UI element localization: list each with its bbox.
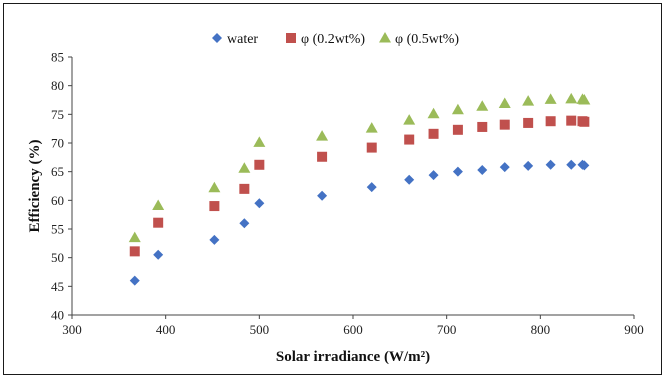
series-diamond (129, 159, 590, 286)
data-point (153, 249, 164, 260)
data-point (545, 116, 556, 127)
data-point (427, 107, 440, 119)
data-point (316, 130, 329, 141)
data-point (545, 159, 556, 170)
y-tick-label: 50 (51, 250, 64, 265)
data-point (428, 170, 439, 181)
data-point (477, 121, 488, 132)
data-point (428, 128, 439, 139)
data-points (128, 92, 591, 286)
y-tick-label: 85 (51, 50, 64, 65)
series-triangle (128, 92, 591, 243)
legend-label: water (227, 32, 258, 47)
data-point (565, 92, 578, 104)
data-point (498, 97, 511, 108)
data-point (566, 115, 577, 126)
data-point (152, 199, 165, 210)
x-tick-label: 600 (343, 322, 363, 337)
data-point (209, 234, 220, 245)
data-point (254, 198, 265, 209)
chart-frame (3, 3, 662, 375)
data-point (365, 122, 378, 133)
y-tick-label: 65 (51, 164, 64, 179)
data-point (129, 275, 140, 286)
data-point (366, 142, 377, 153)
data-point (366, 182, 377, 193)
x-tick-label: 700 (437, 322, 457, 337)
legend-marker (379, 32, 391, 43)
data-point (317, 151, 328, 162)
data-point (452, 166, 463, 177)
data-point (579, 160, 590, 171)
data-point (403, 114, 416, 125)
data-point (254, 159, 265, 170)
legend-marker (212, 33, 222, 43)
data-point (476, 100, 489, 111)
data-point (523, 160, 534, 171)
data-point (128, 231, 141, 243)
x-tick-labels: 300 400 500 600 700 800 900 (62, 315, 644, 337)
data-point (129, 246, 140, 257)
legend-label: φ (0.5wt%) (395, 32, 459, 47)
y-tick-label: 40 (51, 308, 64, 323)
x-tick-label: 900 (624, 322, 644, 337)
y-tick-label: 45 (51, 279, 64, 294)
y-axis-title: Efficiency (%) (27, 140, 43, 233)
series-square (129, 115, 590, 257)
data-point (578, 94, 591, 105)
y-tick-label: 60 (51, 193, 64, 208)
data-point (404, 174, 415, 185)
data-point (523, 117, 534, 128)
data-point (208, 181, 221, 193)
data-point (238, 162, 251, 173)
data-point (317, 190, 328, 201)
y-tick-label: 80 (51, 78, 64, 93)
data-point (153, 217, 164, 228)
y-tick-label: 75 (51, 107, 64, 122)
y-tick-label: 55 (51, 222, 64, 237)
data-point (477, 164, 488, 175)
x-tick-label: 800 (531, 322, 551, 337)
data-point (566, 159, 577, 170)
data-point (253, 136, 266, 147)
data-point (544, 93, 557, 104)
x-axis-title: Solar irradiance (W/m²) (276, 349, 430, 365)
data-point (239, 218, 250, 229)
y-tick-label: 70 (51, 136, 64, 151)
data-point (404, 134, 415, 145)
data-point (499, 119, 510, 130)
data-point (579, 116, 590, 127)
data-point (451, 103, 464, 115)
x-tick-label: 300 (62, 322, 82, 337)
x-tick-label: 500 (250, 322, 270, 337)
data-point (499, 162, 510, 173)
legend-label: φ (0.2wt%) (301, 32, 365, 47)
y-tick-labels: 40 45 50 55 60 65 70 75 80 85 (51, 50, 72, 323)
data-point (522, 95, 535, 106)
data-point (239, 183, 250, 194)
legend: water φ (0.2wt%) φ (0.5wt%) (212, 32, 459, 47)
data-point (452, 124, 463, 135)
x-tick-label: 400 (156, 322, 176, 337)
data-point (209, 201, 220, 212)
legend-marker (286, 33, 296, 43)
